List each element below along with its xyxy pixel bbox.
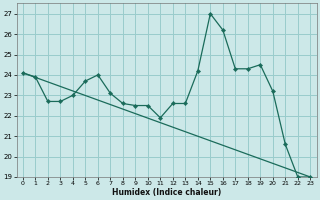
- X-axis label: Humidex (Indice chaleur): Humidex (Indice chaleur): [112, 188, 221, 197]
